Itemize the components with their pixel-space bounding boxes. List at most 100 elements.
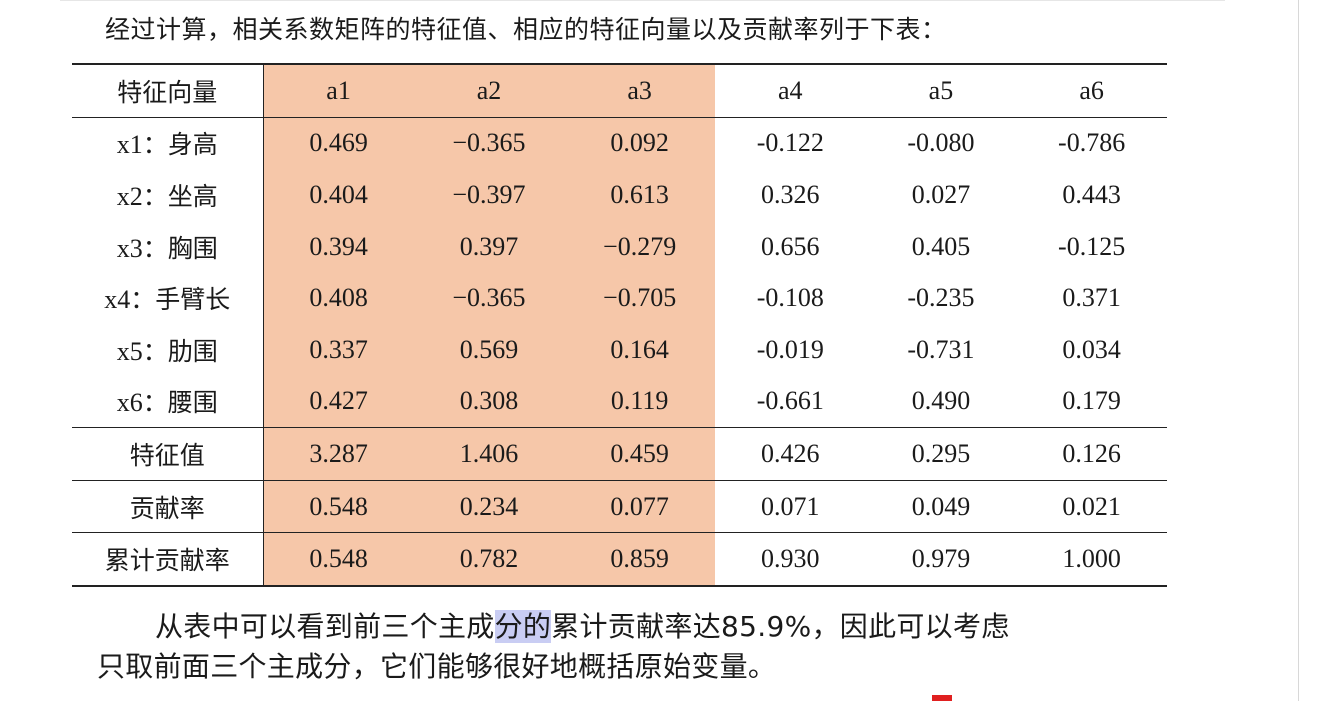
label-separator: ：	[142, 130, 168, 160]
table-cell: −0.397	[413, 169, 565, 221]
table-cell: 0.548	[263, 479, 414, 533]
table-cell: 0.443	[1062, 179, 1121, 209]
conclusion-line-2: 只取前面三个主成分，它们能够很好地概括原始变量。	[97, 650, 777, 683]
table-cell: -0.080	[907, 128, 975, 158]
table-cell: 0.656	[761, 231, 820, 261]
column-header-a3: a3	[564, 62, 715, 118]
column-header-a5: a5	[865, 62, 1017, 118]
table-cell: −0.365	[413, 272, 565, 324]
top-divider	[60, 0, 1225, 1]
table-cell: 0.034	[1062, 334, 1121, 364]
table-cell: 0.427	[263, 375, 414, 428]
table-cell: 0.164	[564, 323, 715, 376]
table-cell: -0.125	[1058, 231, 1126, 261]
table-cell: 0.613	[564, 169, 715, 221]
table-cell: 0.859	[564, 532, 715, 587]
row-label-cumulative: 累计贡献率	[72, 532, 264, 587]
variable-name: 肋围	[167, 336, 218, 366]
row-label-cell: x6：腰围	[72, 375, 264, 428]
conclusion-paragraph[interactable]: 从表中可以看到前三个主成分的累计贡献率达85.9%，因此可以考虑 只取前面三个主…	[97, 607, 1177, 687]
column-header-a2: a2	[413, 62, 565, 118]
table-cell: −0.705	[564, 272, 715, 324]
table-cell: 0.782	[413, 532, 565, 587]
table-row-eigenvalue: 特征值 3.287 1.406 0.459 0.426 0.295 0.126	[72, 427, 1167, 481]
row-label-cell: x2：坐高	[72, 169, 264, 221]
table-cell: 0.408	[263, 272, 414, 324]
variable-code: x5	[116, 336, 143, 366]
variable-code: x4	[104, 285, 131, 315]
table-cell: 0.234	[413, 479, 565, 533]
table-cell: 0.569	[413, 323, 565, 376]
conclusion-text: 从表中可以看到前三个主成	[155, 610, 495, 643]
conclusion-text: 累计贡献率达85.9%，因此可以考虑	[551, 610, 1010, 643]
table-row-cumulative: 累计贡献率 0.548 0.782 0.859 0.930 0.979 1.00…	[72, 532, 1167, 587]
variable-name: 手臂长	[155, 285, 231, 315]
conclusion-line-1: 从表中可以看到前三个主成分的累计贡献率达85.9%，因此可以考虑	[97, 607, 1177, 647]
table-cell: 0.397	[413, 220, 565, 273]
header-label-cell: 特征向量	[72, 62, 264, 118]
table-cell: 0.077	[564, 479, 715, 533]
table-cell: 0.092	[564, 117, 715, 170]
table-cell: -0.786	[1058, 128, 1126, 158]
table-row-x5: x5：肋围 0.337 0.569 0.164 -0.019 -0.731 0.…	[72, 323, 1167, 376]
table-row-x4: x4：手臂长 0.408 −0.365 −0.705 -0.108 -0.235…	[72, 272, 1167, 324]
variable-name: 腰围	[167, 388, 218, 418]
label-separator: ：	[142, 233, 168, 263]
table-cell: 0.337	[263, 323, 414, 376]
label-separator: ：	[130, 285, 156, 315]
table-cell: 1.000	[1016, 532, 1167, 587]
table-cell: 0.426	[714, 427, 866, 481]
variable-name: 身高	[167, 130, 218, 160]
page-right-edge	[1298, 0, 1299, 701]
table-cell: 0.027	[911, 179, 971, 209]
variable-code: x3	[116, 233, 143, 263]
table-cell: 0.459	[564, 427, 715, 481]
table-row-x1: x1：身高 0.469 −0.365 0.092 -0.122 -0.080 -…	[72, 117, 1167, 170]
table-cell: 0.394	[263, 220, 414, 273]
table-row-x3: x3：胸围 0.394 0.397 −0.279 0.656 0.405 -0.…	[72, 220, 1167, 273]
variable-name: 胸围	[167, 233, 218, 263]
variable-code: x2	[116, 181, 143, 211]
table-cell: 0.049	[865, 479, 1017, 533]
column-header-a4: a4	[714, 62, 866, 118]
table-cell: 0.179	[1062, 386, 1121, 416]
intro-paragraph[interactable]: 经过计算，相关系数矩阵的特征值、相应的特征向量以及贡献率列于下表：	[105, 15, 947, 44]
table-cell: 0.930	[714, 532, 866, 587]
table-cell: -0.235	[907, 283, 975, 313]
label-separator: ：	[142, 336, 168, 366]
table-cell: -0.019	[756, 334, 824, 364]
row-label-cell: x5：肋围	[72, 323, 264, 376]
table-cell: -0.108	[756, 283, 824, 313]
table-cell: -0.661	[756, 386, 824, 416]
label-separator: ：	[142, 388, 168, 418]
table-cell: -0.731	[907, 334, 975, 364]
table-cell: 0.021	[1016, 479, 1167, 533]
table-cell: 0.469	[263, 117, 414, 170]
variable-code: x6	[116, 388, 143, 418]
row-label-contribution: 贡献率	[72, 479, 264, 533]
row-label-cell: x3：胸围	[72, 220, 264, 273]
label-separator: ：	[142, 181, 168, 211]
selected-text[interactable]: 分的	[494, 610, 552, 643]
eigen-table: 特征向量 a1 a2 a3 a4 a5 a6 x1：身高 0.469 −0.36…	[72, 62, 1167, 587]
table-cell: 0.326	[761, 179, 820, 209]
table-cell: 0.371	[1062, 283, 1121, 313]
table-cell: 3.287	[263, 427, 414, 481]
table-cell: −0.279	[564, 220, 715, 273]
row-label-cell: x4：手臂长	[72, 272, 264, 324]
table-row-x6: x6：腰围 0.427 0.308 0.119 -0.661 0.490 0.1…	[72, 375, 1167, 428]
column-header-a6: a6	[1016, 62, 1167, 118]
table-cell: 0.071	[714, 479, 866, 533]
table-header-row: 特征向量 a1 a2 a3 a4 a5 a6	[72, 62, 1167, 118]
table-cell: 0.308	[413, 375, 565, 428]
variable-name: 坐高	[167, 181, 218, 211]
row-label-cell: x1：身高	[72, 117, 264, 170]
table-cell: 0.490	[911, 386, 971, 416]
table-cell: 1.406	[413, 427, 565, 481]
table-cell: 0.295	[865, 427, 1017, 481]
row-label-eigenvalue: 特征值	[72, 427, 264, 481]
table-cell: 0.548	[263, 532, 414, 587]
table-row-x2: x2：坐高 0.404 −0.397 0.613 0.326 0.027 0.4…	[72, 169, 1167, 221]
table-cell: 0.979	[865, 532, 1017, 587]
table-cell: 0.405	[911, 231, 971, 261]
